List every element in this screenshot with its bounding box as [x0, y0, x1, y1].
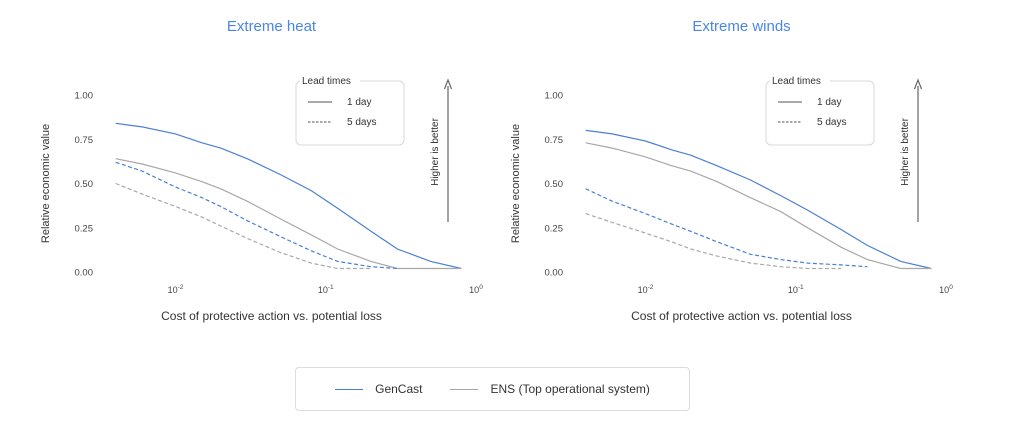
winds-series-ens-1-day-line — [585, 142, 932, 270]
winds-lead-legend-label-1-day: 1 day — [817, 97, 841, 108]
winds-lead-legend-label-5-days: 5 days — [817, 117, 846, 128]
legend-entry-ens: ENS (Top operational system) — [450, 382, 650, 396]
winds-lead-legend-title: Lead times — [772, 76, 821, 87]
heat-better-arrow-head-icon — [443, 78, 453, 90]
heat-lead-legend-title-bg — [300, 74, 360, 86]
model-legend: GenCast ENS (Top operational system) — [295, 367, 690, 411]
heat-series-ens-5-days-line — [115, 182, 371, 270]
winds-x-axis-label: Cost of protective action vs. potential … — [631, 309, 852, 323]
winds-series-gencast-5-days-line — [585, 188, 868, 268]
winds-chart-title: Extreme winds — [692, 18, 790, 35]
heat-lead-legend-label-5-days: 5 days — [347, 117, 376, 128]
winds-y-tick-label-4: 1.00 — [545, 91, 564, 102]
winds-y-tick-label-3: 0.75 — [545, 135, 564, 146]
legend-label-ens: ENS (Top operational system) — [490, 382, 650, 396]
winds-lead-legend-title-bg — [770, 74, 830, 86]
legend-swatch-gencast — [335, 388, 364, 390]
winds-x-tick-label-2: 100 — [939, 284, 953, 295]
heat-series-gencast-1-day-line — [115, 122, 462, 270]
heat-x-tick-label-1: 10-1 — [318, 284, 334, 295]
legend-swatch-ens — [450, 388, 479, 390]
heat-lead-legend-label-1-day: 1 day — [347, 97, 371, 108]
heat-x-tick-label-0: 10-2 — [168, 284, 184, 295]
legend-label-gencast: GenCast — [375, 382, 423, 396]
winds-x-tick-label-1: 10-1 — [788, 284, 804, 295]
heat-y-tick-label-1: 0.25 — [75, 223, 94, 234]
winds-series-gencast-1-day-line — [585, 129, 932, 270]
heat-x-tick-label-2: 100 — [469, 284, 483, 295]
winds-y-axis-label: Relative economic value — [510, 124, 522, 243]
heat-y-tick-label-0: 0.00 — [75, 268, 94, 279]
winds-better-arrow-label: Higher is better — [900, 117, 911, 185]
heat-y-axis-label: Relative economic value — [40, 124, 52, 243]
winds-y-tick-label-2: 0.50 — [545, 179, 564, 190]
winds-series-ens-5-days-line — [585, 213, 841, 270]
heat-lead-legend-title: Lead times — [302, 76, 351, 87]
heat-lead-legend-box — [295, 80, 405, 146]
winds-better-arrow-head-icon — [913, 78, 923, 90]
heat-better-arrow-label: Higher is better — [430, 117, 441, 185]
heat-y-tick-label-4: 1.00 — [75, 91, 94, 102]
heat-chart-title: Extreme heat — [227, 18, 317, 35]
winds-y-tick-label-1: 0.25 — [545, 223, 564, 234]
heat-series-ens-1-day-line — [115, 158, 462, 270]
winds-y-tick-label-0: 0.00 — [545, 268, 564, 279]
legend-entry-gencast: GenCast — [335, 382, 422, 396]
winds-lead-legend-box — [765, 80, 875, 146]
heat-y-tick-label-3: 0.75 — [75, 135, 94, 146]
winds-x-tick-label-0: 10-2 — [638, 284, 654, 295]
heat-y-tick-label-2: 0.50 — [75, 179, 94, 190]
heat-x-axis-label: Cost of protective action vs. potential … — [161, 309, 382, 323]
heat-series-gencast-5-days-line — [115, 161, 398, 270]
